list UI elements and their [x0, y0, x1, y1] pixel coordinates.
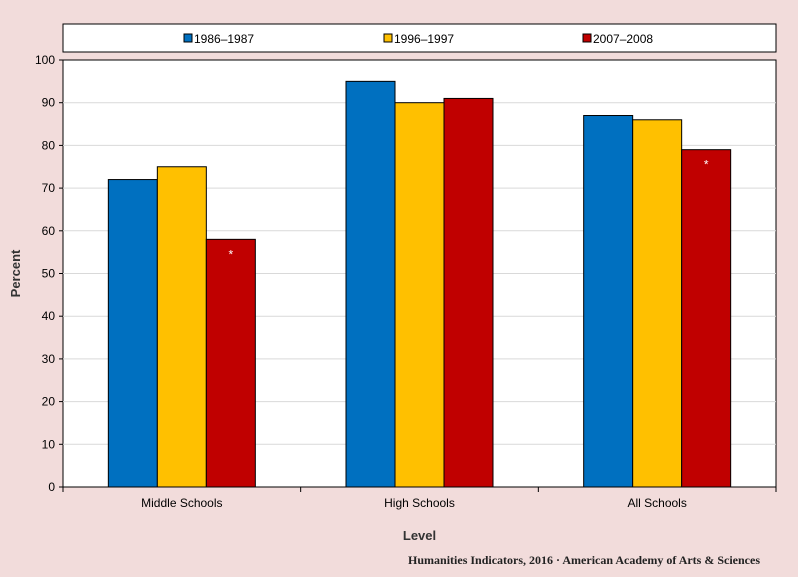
bar: [632, 119, 683, 488]
y-tick-label: 20: [42, 395, 56, 409]
y-axis-title: Percent: [8, 249, 23, 297]
legend-label: 2007–2008: [593, 32, 653, 46]
x-tick-label: Middle Schools: [141, 496, 222, 510]
y-tick-label: 100: [35, 53, 55, 67]
bar: [681, 149, 732, 488]
x-axis-title: Level: [403, 528, 436, 543]
legend-swatch: [383, 33, 393, 43]
bar: [156, 166, 207, 488]
significance-marker: *: [704, 158, 709, 172]
bar: [345, 80, 396, 488]
source-footer: Humanities Indicators, 2016 · American A…: [408, 553, 760, 567]
legend-label: 1996–1997: [394, 32, 454, 46]
y-tick-label: 50: [42, 267, 56, 281]
bar: [443, 97, 494, 488]
significance-marker: *: [228, 247, 233, 261]
y-tick-label: 90: [42, 96, 56, 110]
y-tick-label: 40: [42, 309, 56, 323]
x-tick-label: High Schools: [384, 496, 455, 510]
legend-swatch: [183, 33, 193, 43]
y-tick-label: 30: [42, 352, 56, 366]
y-tick-label: 80: [42, 138, 56, 152]
bar: [583, 115, 634, 488]
y-tick-label: 70: [42, 181, 56, 195]
bar: [394, 102, 445, 488]
legend-swatch: [582, 33, 592, 43]
y-tick-label: 0: [48, 480, 55, 494]
y-tick-label: 10: [42, 437, 56, 451]
bar: [107, 179, 158, 488]
y-tick-label: 60: [42, 224, 56, 238]
legend-box: [62, 23, 777, 53]
legend-label: 1986–1987: [194, 32, 254, 46]
x-tick-label: All Schools: [627, 496, 686, 510]
bar: [205, 238, 256, 488]
